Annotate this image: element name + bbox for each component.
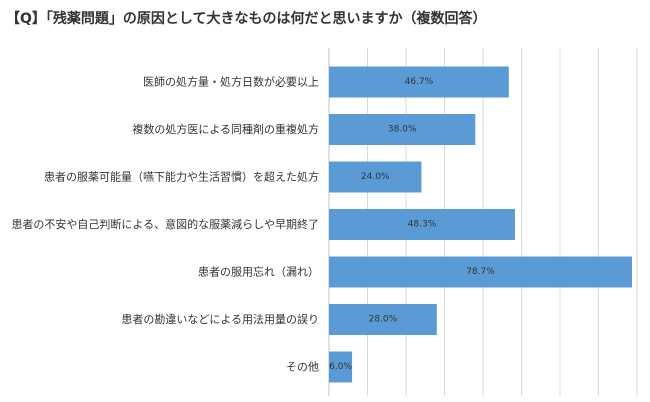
bar	[329, 209, 515, 240]
bar	[329, 66, 509, 98]
data-label: 38.0%	[388, 125, 417, 135]
labels: 医師の処方量・処方日数が必要以上 46.7% 複数の処方医による同種剤の重複処方 38…	[11, 75, 495, 374]
bar	[329, 114, 476, 145]
bar	[329, 351, 353, 383]
data-label: 24.0%	[361, 172, 390, 182]
data-label: 78.7%	[466, 267, 495, 277]
bars	[329, 66, 632, 383]
data-label: 6.0%	[329, 362, 352, 372]
category-label: 患者の不安や自己判断による、意図的な服薬減らしや早期終了	[11, 217, 319, 231]
bar	[329, 161, 422, 193]
data-label: 46.7%	[405, 77, 434, 87]
bar	[329, 304, 437, 335]
category-label: 患者の服薬可能量（嚥下能力や生活習慣）を超えた処方	[44, 170, 319, 184]
category-label: 患者の勘違いなどによる用法用量の誤り	[121, 312, 319, 326]
data-label: 28.0%	[369, 315, 398, 325]
category-label: 患者の服用忘れ（漏れ）	[198, 265, 319, 279]
category-label: 医師の処方量・処方日数が必要以上	[143, 75, 319, 89]
category-label: 複数の処方医による同種剤の重複処方	[132, 122, 319, 136]
data-label: 48.3%	[408, 220, 437, 230]
chart-title: 【Q】「残薬問題」の原因として大きなものは何だと思いますか（複数回答）	[6, 11, 487, 27]
category-label: その他	[286, 361, 319, 374]
bar	[329, 256, 632, 288]
